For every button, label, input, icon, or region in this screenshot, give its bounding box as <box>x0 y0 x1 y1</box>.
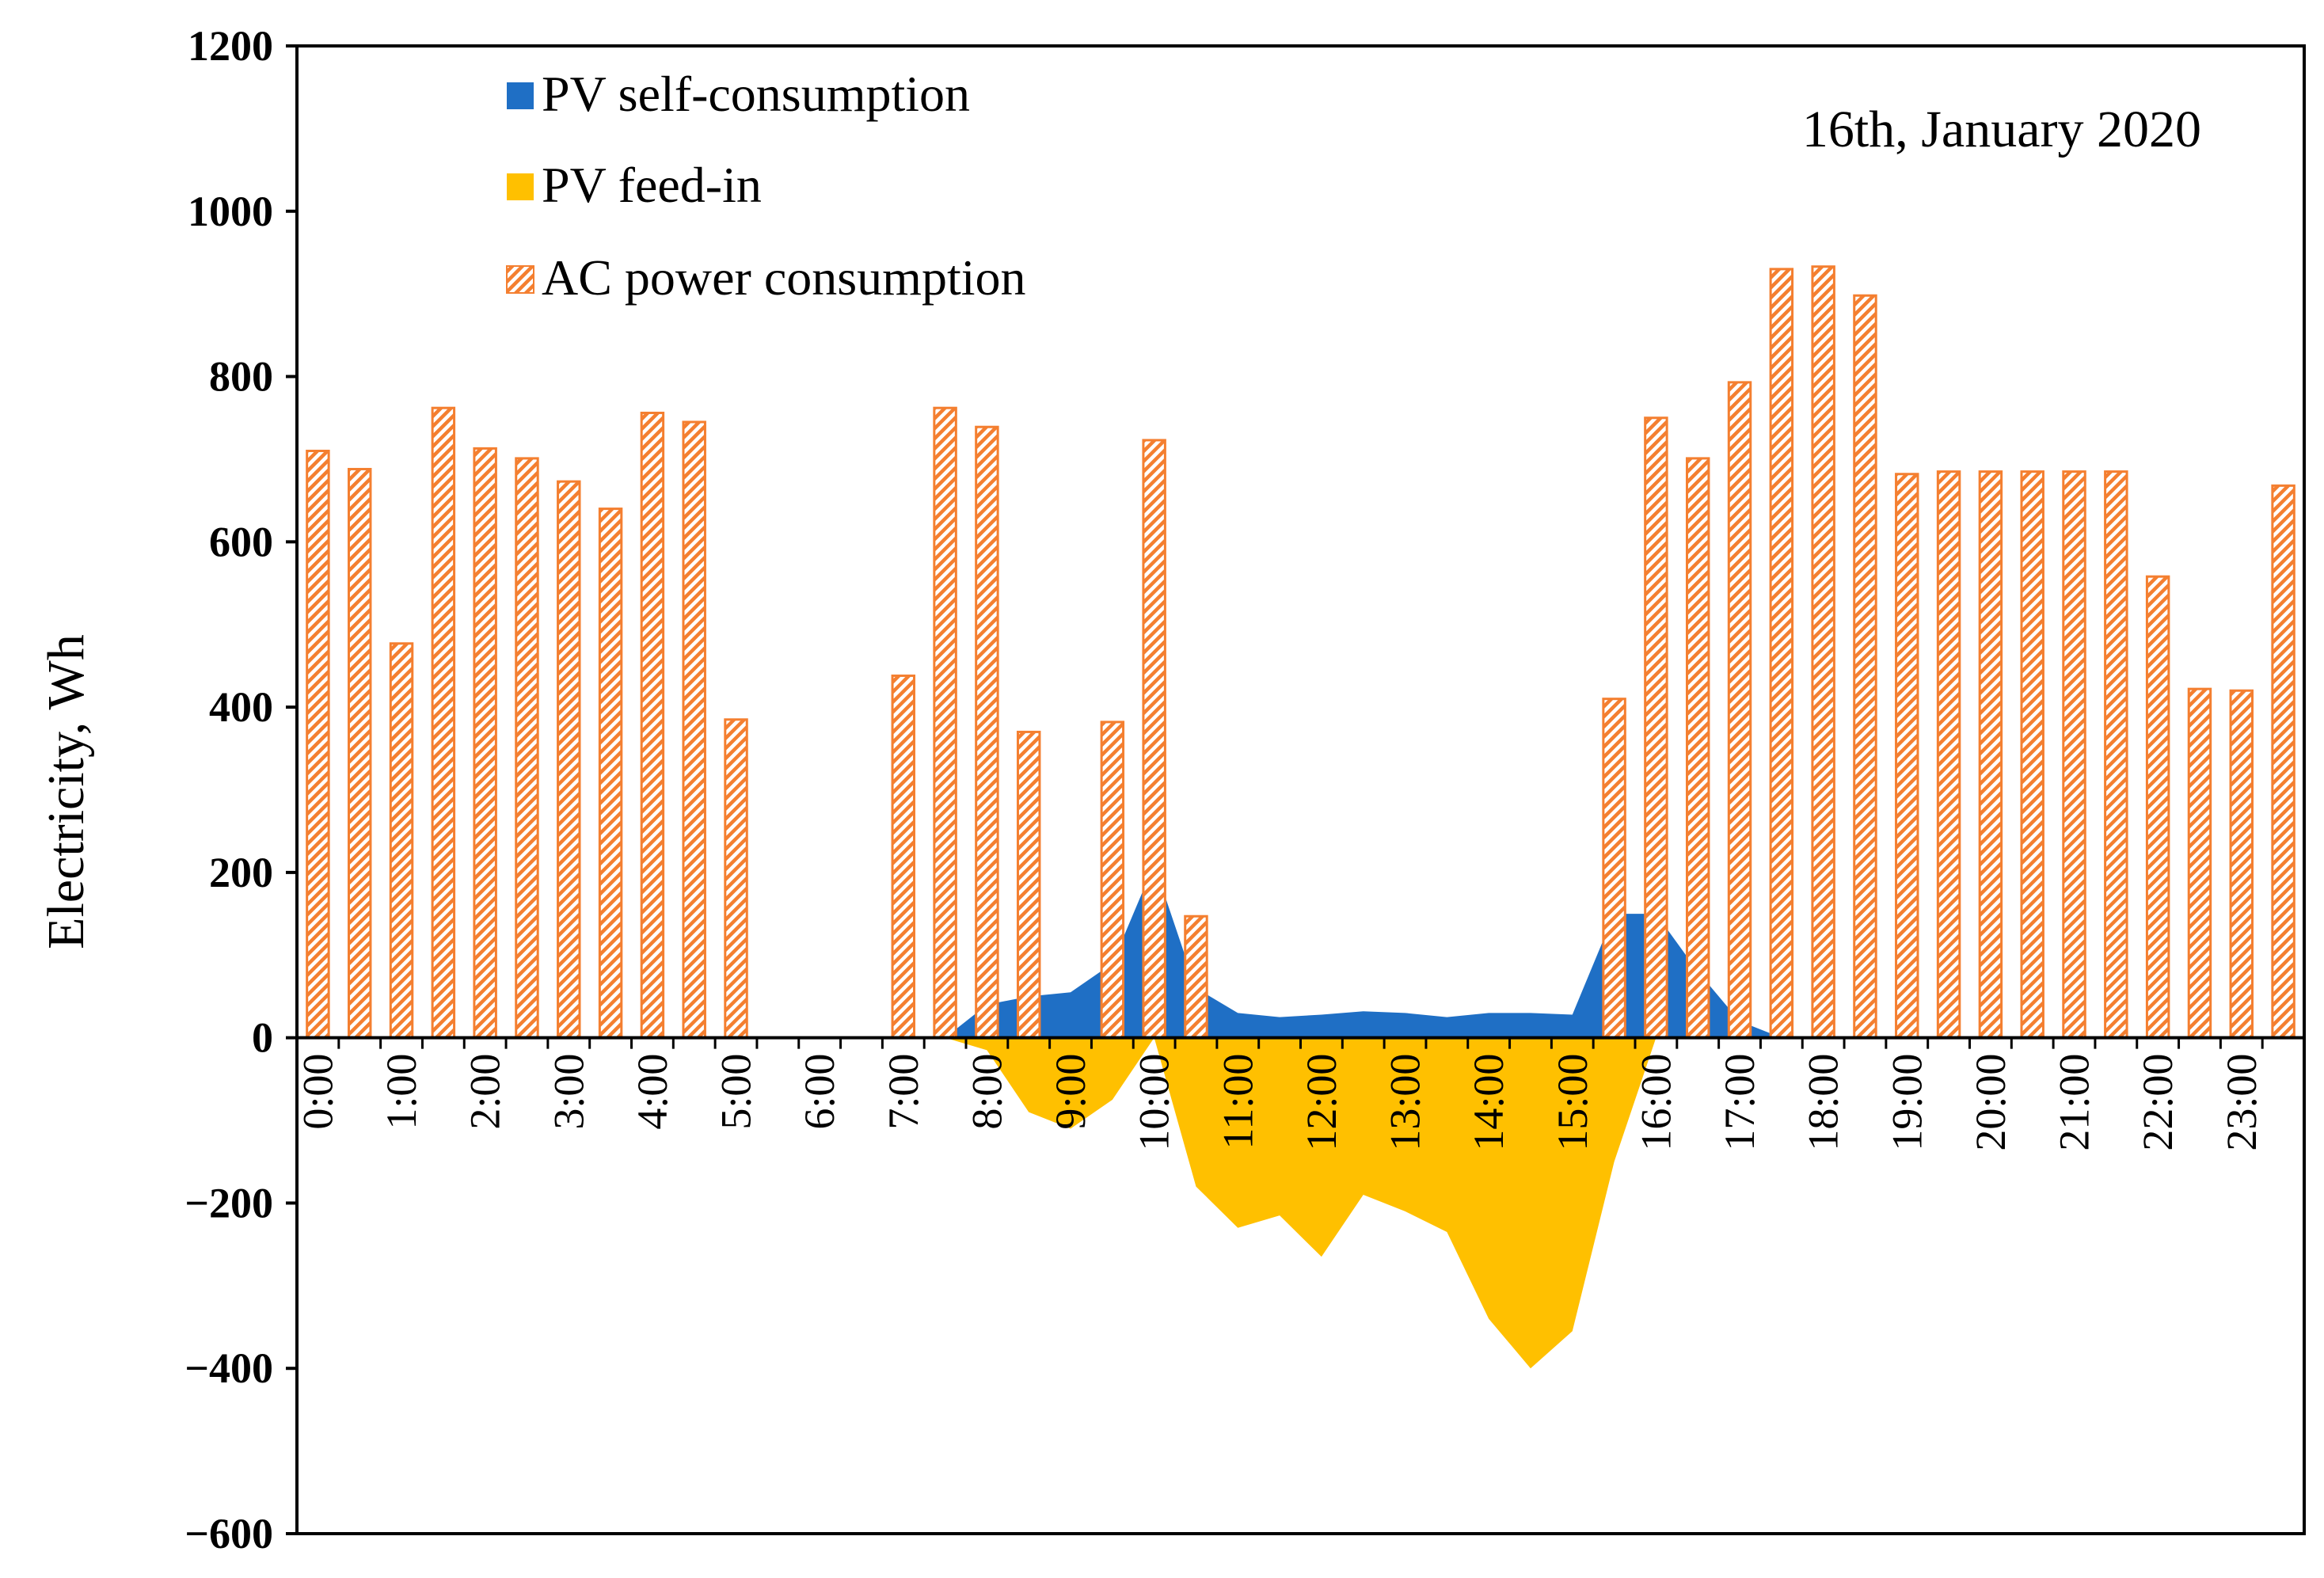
ac-consumption-bar <box>1016 730 1041 1040</box>
y-tick-label: 400 <box>209 683 273 731</box>
legend-label-ac-power-consumption: AC power consumption <box>542 249 1026 306</box>
ac-consumption-bar <box>389 642 414 1040</box>
ac-consumption-bar <box>1769 268 1794 1040</box>
x-tick-label: 17:00 <box>1716 1054 1763 1151</box>
y-axis-label: Electricity, Wh <box>37 634 95 949</box>
x-tick-label: 8:00 <box>963 1054 1010 1130</box>
ac-consumption-bar <box>1184 914 1208 1040</box>
ac-consumption-bar <box>1936 470 1961 1040</box>
ac-consumption-bar <box>1727 381 1752 1040</box>
x-tick-label: 18:00 <box>1800 1054 1847 1151</box>
ac-consumption-bar <box>1853 294 1877 1040</box>
ac-consumption-bar <box>2229 689 2254 1040</box>
y-tick-label: 600 <box>209 518 273 565</box>
plot-frame <box>295 44 2306 1535</box>
ac-consumption-bar <box>1100 721 1125 1040</box>
legend-swatch-ac-power-consumption <box>506 265 534 294</box>
legend: PV self-consumption PV feed-in AC power co… <box>506 66 1026 306</box>
y-tick-label: −200 <box>184 1179 273 1226</box>
bar-layer <box>306 265 2295 1040</box>
ac-consumption-bar <box>2020 470 2044 1040</box>
y-tick-label: 1200 <box>188 22 273 70</box>
pv-feed-in-area <box>318 1037 2284 1369</box>
ac-consumption-bar <box>891 674 916 1040</box>
ac-consumption-bar <box>347 467 372 1040</box>
x-tick-label: 0:00 <box>294 1054 341 1130</box>
y-tick-label: −600 <box>184 1510 273 1557</box>
x-tick-label: 1:00 <box>378 1054 425 1130</box>
x-tick-label: 15:00 <box>1549 1054 1596 1151</box>
x-tick-label: 9:00 <box>1047 1054 1094 1130</box>
ac-consumption-bar <box>682 420 706 1040</box>
legend-label-pv-self-consumption: PV self-consumption <box>542 66 970 122</box>
x-tick-label: 14:00 <box>1465 1054 1512 1151</box>
x-tick-label: 6:00 <box>796 1054 843 1130</box>
ac-consumption-bar <box>1978 470 2003 1040</box>
date-annotation: 16th, January 2020 <box>1802 101 2201 158</box>
x-tick-label: 22:00 <box>2134 1054 2181 1151</box>
y-tick-label: 1000 <box>188 188 273 235</box>
ac-consumption-bar <box>306 450 330 1040</box>
area-layer <box>318 864 2284 1369</box>
x-tick-label: 20:00 <box>1967 1054 2014 1151</box>
ac-consumption-bar <box>2104 470 2128 1040</box>
ac-consumption-bar <box>1142 439 1166 1040</box>
y-tick-label: −400 <box>184 1344 273 1392</box>
x-tick-label: 10:00 <box>1131 1054 1178 1151</box>
x-tick-label: 21:00 <box>2051 1054 2098 1151</box>
ac-consumption-bar <box>933 406 957 1040</box>
x-axis-ticks: 0:00 1:00 2:00 3:00 4:00 5:00 6:00 7:00 8:00 9:00… <box>294 1037 2306 1151</box>
ac-consumption-bar <box>1685 457 1710 1040</box>
legend-label-pv-feed-in: PV feed-in <box>542 157 762 213</box>
x-tick-label: 11:00 <box>1214 1054 1261 1150</box>
ac-consumption-bar <box>515 457 539 1040</box>
ac-consumption-bar <box>2187 687 2212 1040</box>
ac-consumption-bar <box>2145 575 2170 1040</box>
y-tick-label: 0 <box>252 1014 273 1062</box>
x-tick-label: 23:00 <box>2218 1054 2265 1151</box>
x-tick-label: 13:00 <box>1382 1054 1429 1151</box>
ac-consumption-bar <box>431 406 456 1040</box>
ac-consumption-bar <box>2271 484 2295 1040</box>
ac-consumption-bar <box>2062 470 2086 1040</box>
legend-swatch-pv-feed-in <box>507 173 534 200</box>
x-tick-label: 12:00 <box>1298 1054 1345 1151</box>
y-tick-label: 800 <box>209 353 273 401</box>
ac-consumption-bar <box>1895 473 1919 1040</box>
ac-consumption-bar <box>473 447 497 1040</box>
y-tick-label: 200 <box>209 849 273 896</box>
x-tick-label: 19:00 <box>1883 1054 1930 1151</box>
x-tick-label: 7:00 <box>880 1054 927 1130</box>
ac-consumption-bar <box>1644 416 1668 1040</box>
ac-consumption-bar <box>975 425 999 1040</box>
x-tick-label: 5:00 <box>713 1054 760 1130</box>
legend-swatch-pv-self-consumption <box>507 82 534 109</box>
ac-consumption-bar <box>640 411 665 1040</box>
ac-consumption-bar <box>598 508 623 1040</box>
x-tick-label: 2:00 <box>462 1054 509 1130</box>
ac-consumption-bar <box>724 718 748 1040</box>
x-tick-label: 4:00 <box>629 1054 676 1130</box>
ac-consumption-bar <box>1602 698 1626 1040</box>
ac-consumption-bar <box>1811 265 1835 1040</box>
x-tick-label: 3:00 <box>545 1054 592 1130</box>
y-axis-ticks: 1200 1000 800 600 400 200 0 −200 −400 −600 <box>184 22 297 1557</box>
x-tick-label: 16:00 <box>1632 1054 1679 1151</box>
ac-consumption-bar <box>557 480 581 1040</box>
